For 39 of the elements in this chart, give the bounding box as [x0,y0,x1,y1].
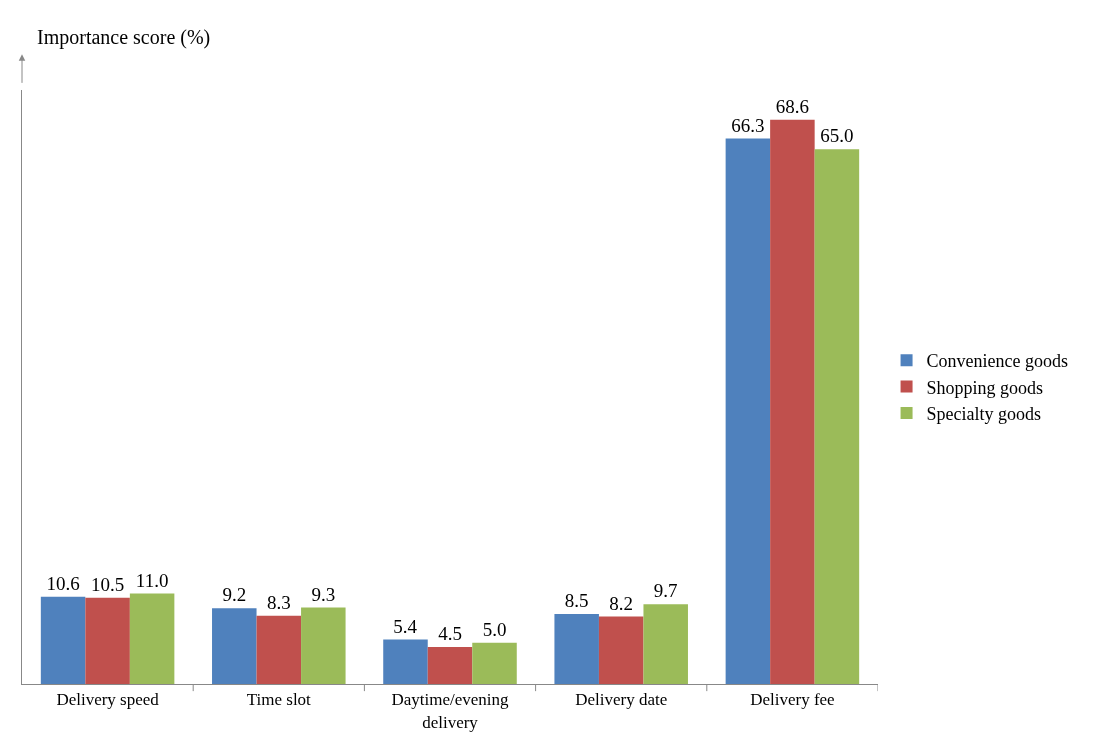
bar [129,593,175,684]
data-label: 5.0 [482,618,507,640]
data-label: 65.0 [820,125,854,147]
data-label: 10.6 [46,572,80,594]
data-label: 4.5 [438,622,462,644]
bar [814,149,860,684]
data-label: 68.6 [775,95,810,117]
bar [598,616,644,684]
bar [383,639,428,684]
bar [643,604,688,684]
bar [472,642,517,684]
x-tick-label: Time slot [246,690,312,710]
bar [770,119,815,684]
data-label: 66.3 [731,114,765,136]
bar [212,608,257,684]
data-label: 8.5 [564,590,589,612]
data-label: 10.5 [90,573,125,595]
data-label: 8.2 [609,592,634,614]
bar [554,614,599,684]
bar [85,597,130,684]
bar [725,138,771,684]
legend-label: Convenience goods [926,351,1069,372]
data-label: 9.2 [222,584,247,606]
legend-label: Shopping goods [926,377,1044,398]
x-tick-label: Delivery date [575,690,668,710]
data-label: 9.3 [311,583,336,605]
bar [427,646,473,684]
bar [40,596,86,684]
bar [301,607,346,684]
data-label: 11.0 [135,569,169,591]
x-tick-label: Daytime/evening delivery [391,690,510,732]
x-tick-label: Delivery fee [750,690,835,710]
y-axis-title: Importance score (%) [37,26,211,49]
legend-label: Specialty goods [926,404,1042,425]
x-tick-label: Delivery speed [56,690,160,710]
data-label: 8.3 [266,591,291,613]
bar [256,615,302,684]
data-label: 9.7 [653,580,678,602]
data-label: 5.4 [393,615,418,637]
